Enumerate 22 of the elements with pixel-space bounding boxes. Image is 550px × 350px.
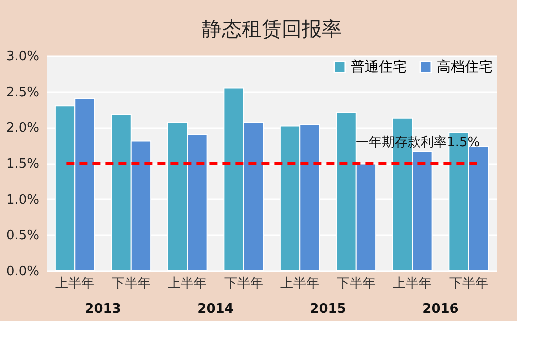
x-tick-label: 下半年 [336, 276, 376, 292]
chart-title: 静态租赁回报率 [202, 17, 342, 41]
y-tick-label: 1.5% [6, 157, 40, 172]
y-tick-label: 1.0% [6, 192, 40, 208]
x-tick-label: 上半年 [168, 276, 208, 292]
x-tick-label: 上半年 [56, 276, 95, 292]
y-tick-label: 0.5% [6, 228, 40, 244]
x-tick-label: 下半年 [112, 276, 151, 292]
text: 2013 [85, 302, 122, 317]
y-tick-label: 2.0% [6, 121, 40, 136]
text: 2016 [422, 302, 459, 317]
text: 2015 [310, 302, 346, 317]
y-tick-label: 3.0% [6, 50, 40, 64]
legend-label: 高档住宅 [437, 59, 493, 76]
x-tick-label: 上半年 [393, 276, 432, 292]
legend-label: 普通住宅 [351, 58, 407, 76]
y-tick-label: 0.0% [6, 264, 40, 280]
text: 2014 [198, 302, 234, 317]
x-tick-label: 下半年 [449, 276, 488, 292]
x-tick-label: 上半年 [280, 276, 320, 292]
x-tick-label: 下半年 [224, 276, 264, 292]
y-tick-label: 2.5% [6, 85, 40, 100]
